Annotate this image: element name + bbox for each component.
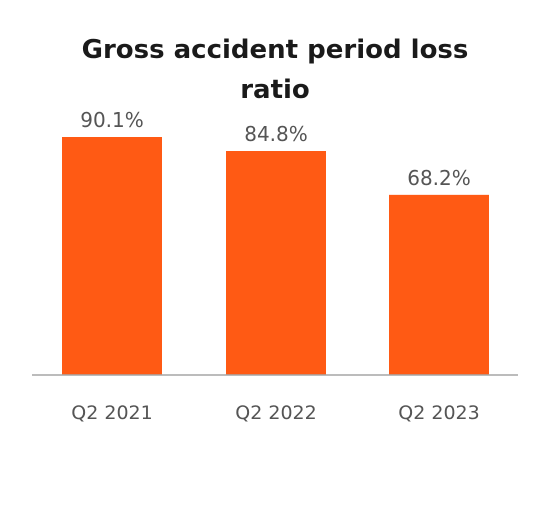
data-label: 68.2% <box>407 166 471 190</box>
data-label: 90.1% <box>80 108 144 132</box>
bar-q2-2021 <box>62 137 162 375</box>
chart-title: Gross accident period loss ratio <box>81 35 469 105</box>
data-label: 84.8% <box>244 122 308 146</box>
x-tick-label: Q2 2023 <box>398 402 479 424</box>
bar-q2-2023 <box>389 194 489 375</box>
x-tick-label: Q2 2022 <box>235 402 316 424</box>
x-tick-label: Q2 2021 <box>71 402 152 424</box>
bar-q2-2022 <box>226 151 326 375</box>
